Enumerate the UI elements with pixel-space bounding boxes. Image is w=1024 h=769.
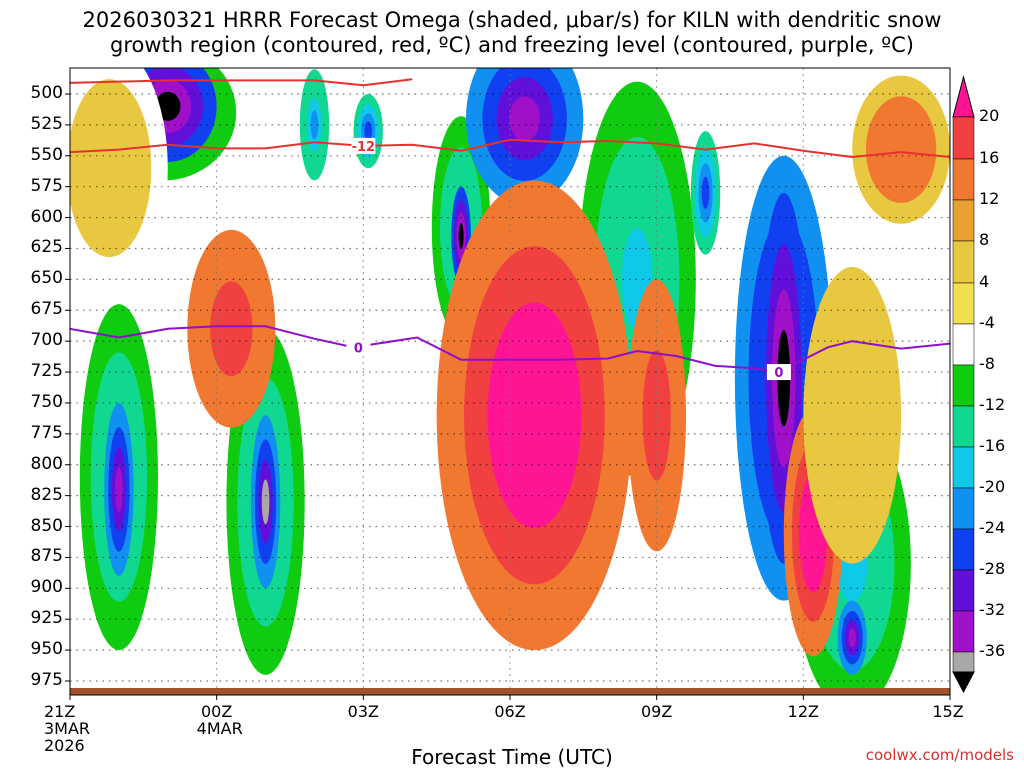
y-tick-label-800: 800: [30, 453, 63, 474]
omega-feature-22-ring-3: [93, 136, 125, 201]
y-tick-label-775: 775: [30, 422, 63, 443]
colorbar-swatch-4: [952, 240, 975, 284]
colorbar-swatch-5: [952, 282, 975, 325]
colorbar: [952, 75, 975, 694]
y-tick-label-625: 625: [30, 237, 63, 258]
y-tick-label-975: 975: [30, 670, 63, 690]
colorbar-swatch-11: [952, 528, 975, 571]
colorbar-label-16: 16: [979, 148, 1000, 167]
omega-feature-5-ring-3: [509, 96, 540, 142]
dgz-top-label-bg: [351, 137, 376, 154]
colorbar-label--4: -4: [979, 313, 995, 332]
omega-feature-18-ring-3: [509, 354, 560, 477]
y-tick-label-725: 725: [30, 361, 63, 382]
dgz-top-label: -12: [352, 140, 376, 155]
colorbar-label--12: -12: [979, 395, 1006, 414]
colorbar-bottom-arrow: [952, 671, 975, 694]
colorbar-label--16: -16: [979, 436, 1006, 455]
freezing-level-label-2: 0: [774, 366, 783, 381]
omega-feature-2-ring-3: [364, 121, 373, 141]
colorbar-swatch-12: [952, 569, 975, 612]
colorbar-swatch-6: [952, 323, 975, 366]
colorbar-swatch-7: [952, 364, 975, 407]
omega-feature-16-ring-3: [848, 628, 857, 648]
x-tick-label-15Z: 15Z: [932, 702, 964, 721]
axis-ticks: [65, 93, 951, 700]
omega-feature-23-ring-3: [839, 376, 865, 454]
colorbar-label--24: -24: [979, 518, 1006, 537]
omega-feature-13-ring-3: [261, 479, 270, 525]
y-tick-label-750: 750: [30, 391, 63, 412]
colorbar-swatch-1: [952, 116, 975, 160]
colorbar-label--36: -36: [979, 641, 1006, 660]
y-tick-label-650: 650: [30, 268, 63, 289]
colorbar-swatch-13: [952, 610, 975, 653]
colorbar-label--8: -8: [979, 354, 995, 373]
grid-lines: [70, 68, 950, 688]
colorbar-label-8: 8: [979, 230, 990, 249]
colorbar-swatch-8: [952, 405, 975, 448]
colorbar-label-4: 4: [979, 272, 990, 291]
colorbar-swatch-2: [952, 158, 975, 201]
x-tick-label-03Z: 03Z: [347, 702, 379, 721]
x-axis-label: Forecast Time (UTC): [411, 745, 613, 769]
colorbar-label--28: -28: [979, 559, 1006, 578]
colorbar-label--32: -32: [979, 600, 1006, 619]
y-tick-label-825: 825: [30, 484, 63, 505]
chart-title-line-1: 2026030321 HRRR Forecast Omega (shaded, …: [82, 8, 942, 32]
dgz-bottom-line: [70, 78, 413, 87]
site-credit: coolwx.com/models: [865, 746, 1014, 764]
x-tick-label-00Z: 00Z 4MAR: [196, 702, 243, 738]
omega-feature-11-ring-3: [115, 466, 123, 512]
x-tick-label-09Z: 09Z: [640, 702, 673, 721]
freezing-level-line: [70, 325, 950, 374]
y-tick-label-500: 500: [30, 83, 63, 103]
ground-strip: [70, 688, 950, 695]
y-tick-label-575: 575: [30, 175, 63, 196]
omega-feature-19-ring-3: [649, 379, 665, 451]
freezing-level-label-1: 0: [354, 341, 363, 356]
y-tick-label-525: 525: [30, 113, 63, 134]
omega-feature-14-ring-3: [310, 110, 319, 140]
contour-lines: -12 0 0: [70, 78, 950, 381]
y-tick-label-950: 950: [30, 639, 63, 660]
omega-feature-17-ring-3: [219, 303, 243, 355]
y-tick-label-875: 875: [30, 546, 63, 567]
colorbar-label-20: 20: [979, 106, 1000, 125]
chart-title-line-2: growth region (contoured, red, ºC) and f…: [110, 33, 914, 57]
freezing-level-label-1-bg: [346, 339, 371, 356]
omega-feature-4-ring-3: [458, 223, 464, 249]
colorbar-label--20: -20: [979, 477, 1006, 496]
colorbar-label-12: 12: [979, 189, 1000, 208]
colorbar-swatch-10: [952, 487, 975, 530]
colorbar-top-arrow: [952, 75, 975, 118]
y-tick-label-550: 550: [30, 144, 63, 165]
y-tick-label-675: 675: [30, 299, 63, 320]
y-tick-label-900: 900: [30, 577, 63, 598]
y-tick-label-600: 600: [30, 206, 63, 227]
dgz-top-line: [70, 138, 950, 159]
y-tick-label-850: 850: [30, 515, 63, 536]
colorbar-swatch-9: [952, 446, 975, 489]
x-tick-label-06Z: 06Z: [494, 702, 526, 721]
x-tick-label-21Z: 21Z 3MAR 2026: [44, 702, 91, 755]
x-tick-label-12Z: 12Z: [787, 702, 819, 721]
y-tick-label-700: 700: [30, 330, 63, 351]
omega-feature-21-ring-3: [888, 130, 914, 169]
colorbar-swatch-3: [952, 199, 975, 242]
y-tick-label-925: 925: [30, 608, 63, 629]
colorbar-swatch-14: [952, 651, 975, 673]
omega-feature-7-ring-3: [701, 176, 710, 209]
freezing-level-label-2-bg: [766, 364, 791, 381]
